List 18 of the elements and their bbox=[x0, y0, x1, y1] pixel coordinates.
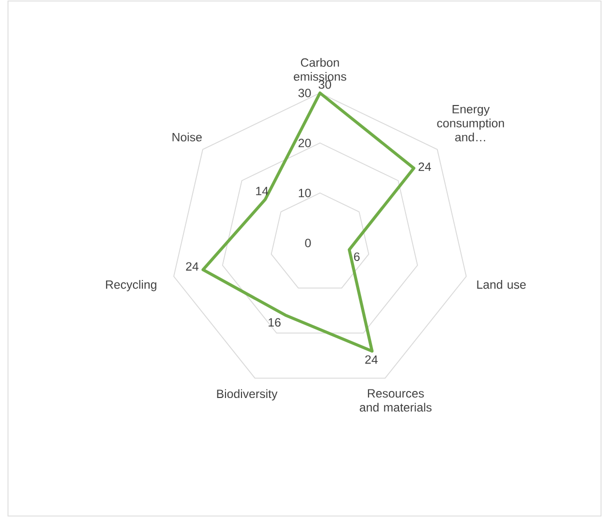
spoke-label: Recycling bbox=[106, 280, 156, 292]
data-label: 14 bbox=[256, 186, 268, 196]
data-label: 30 bbox=[318, 80, 332, 89]
data-label: 24 bbox=[365, 355, 378, 364]
y-tick-label: 10 bbox=[298, 188, 311, 198]
data-label: 16 bbox=[268, 318, 281, 327]
y-tick-label: 20 bbox=[298, 138, 311, 148]
data-label: 24 bbox=[418, 162, 432, 171]
spoke-label: Carbon emissions bbox=[294, 58, 346, 81]
data-label: 24 bbox=[186, 262, 198, 271]
spoke-label: Resources and materials bbox=[360, 389, 432, 412]
y-tick-label: 0 bbox=[305, 238, 311, 248]
spoke-label: Biodiversity bbox=[217, 389, 278, 400]
y-tick-label: 30 bbox=[298, 88, 311, 98]
spoke-label: Land use bbox=[477, 280, 526, 289]
spoke-label: Noise bbox=[172, 132, 202, 142]
spoke-label: Energy consumption and… bbox=[437, 105, 504, 142]
data-label: 6 bbox=[354, 252, 360, 261]
